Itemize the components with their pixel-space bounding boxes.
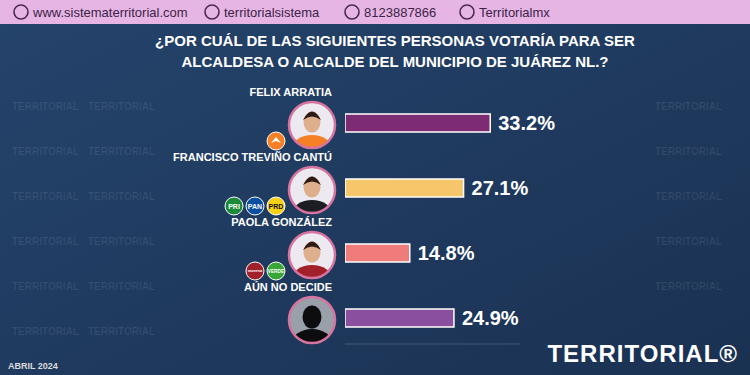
photo-face xyxy=(304,242,321,263)
header-icon xyxy=(345,5,359,19)
brand: TERRITORIAL® xyxy=(547,340,738,367)
watermark: TERRITORIAL xyxy=(655,191,722,202)
watermark: TERRITORIAL xyxy=(12,236,79,247)
category-label: PAOLA GONZÁLEZ xyxy=(231,216,332,228)
watermark: TERRITORIAL xyxy=(655,101,722,112)
bar xyxy=(345,114,490,132)
party-logo xyxy=(225,197,243,215)
data-label: 14.8% xyxy=(418,242,475,264)
party-label: PAN xyxy=(248,203,262,210)
chart: www.sistematerritorial.com territorialsis… xyxy=(0,0,750,375)
data-label: 24.9% xyxy=(462,307,519,329)
watermark: TERRITORIAL xyxy=(12,281,79,292)
category-label: FRANCISCO TREVIÑO CANTÚ xyxy=(173,151,332,163)
party-logo xyxy=(246,197,264,215)
watermark: TERRITORIAL xyxy=(12,101,79,112)
header-icon xyxy=(205,5,219,19)
watermark: TERRITORIAL xyxy=(655,236,722,247)
watermark: TERRITORIAL xyxy=(88,281,155,292)
party-logo xyxy=(267,132,285,150)
bar xyxy=(345,244,410,262)
bars xyxy=(345,114,490,327)
bar xyxy=(345,179,464,197)
background xyxy=(0,0,750,375)
watermark: TERRITORIAL xyxy=(88,236,155,247)
silhouette-head xyxy=(303,306,322,329)
party-label: morena xyxy=(248,268,263,273)
party-label: VERDE xyxy=(268,269,285,274)
photo xyxy=(289,297,335,359)
title-line: ¿POR CUÁL DE LAS SIGUIENTES PERSONAS VOT… xyxy=(155,32,635,49)
party-logo xyxy=(246,262,264,280)
watermark: TERRITORIAL xyxy=(88,101,155,112)
photo-face xyxy=(304,112,321,133)
header-icon xyxy=(460,5,474,19)
data-label: 33.2% xyxy=(498,112,555,134)
watermark: TERRITORIAL xyxy=(88,191,155,202)
bar xyxy=(345,309,454,327)
title: ¿POR CUÁL DE LAS SIGUIENTES PERSONAS VOT… xyxy=(155,32,635,70)
watermark: TERRITORIAL xyxy=(88,146,155,157)
photo-hair xyxy=(303,112,321,121)
header-link: 8123887866 xyxy=(364,5,436,20)
photo-border xyxy=(289,167,335,213)
header-band xyxy=(0,0,750,24)
party-label: PRD xyxy=(269,203,284,210)
x-axis-line xyxy=(345,344,520,345)
watermark: TERRITORIAL xyxy=(12,326,79,337)
watermark: TERRITORIAL xyxy=(88,326,155,337)
category-label: FELIX ARRATIA xyxy=(250,86,333,98)
header-link: territorialsistema xyxy=(224,5,320,20)
party-emblem xyxy=(271,137,281,143)
date: ABRIL 2024 xyxy=(8,361,58,371)
photo-hair xyxy=(303,242,321,251)
photo-border xyxy=(289,297,335,343)
photo-border xyxy=(289,102,335,148)
party-logo xyxy=(267,262,285,280)
title-line: ALCALDESA O ALCALDE DEL MUNICIPIO DE JUÁ… xyxy=(182,53,609,70)
watermark: TERRITORIAL xyxy=(12,146,79,157)
watermark: TERRITORIAL xyxy=(12,191,79,202)
data-label: 27.1% xyxy=(472,177,529,199)
category-label: AÚN NO DECIDE xyxy=(244,281,332,293)
photo-face xyxy=(304,177,321,198)
watermark: TERRITORIAL xyxy=(655,281,722,292)
header-icon xyxy=(14,5,28,19)
header-link: Territorialmx xyxy=(479,5,550,20)
header-link: www.sistematerritorial.com xyxy=(32,5,188,20)
photo-hair xyxy=(303,177,321,186)
party-logo xyxy=(267,197,285,215)
photo-border xyxy=(289,232,335,278)
watermark: TERRITORIAL xyxy=(655,146,722,157)
party-label: PRI xyxy=(228,203,240,210)
